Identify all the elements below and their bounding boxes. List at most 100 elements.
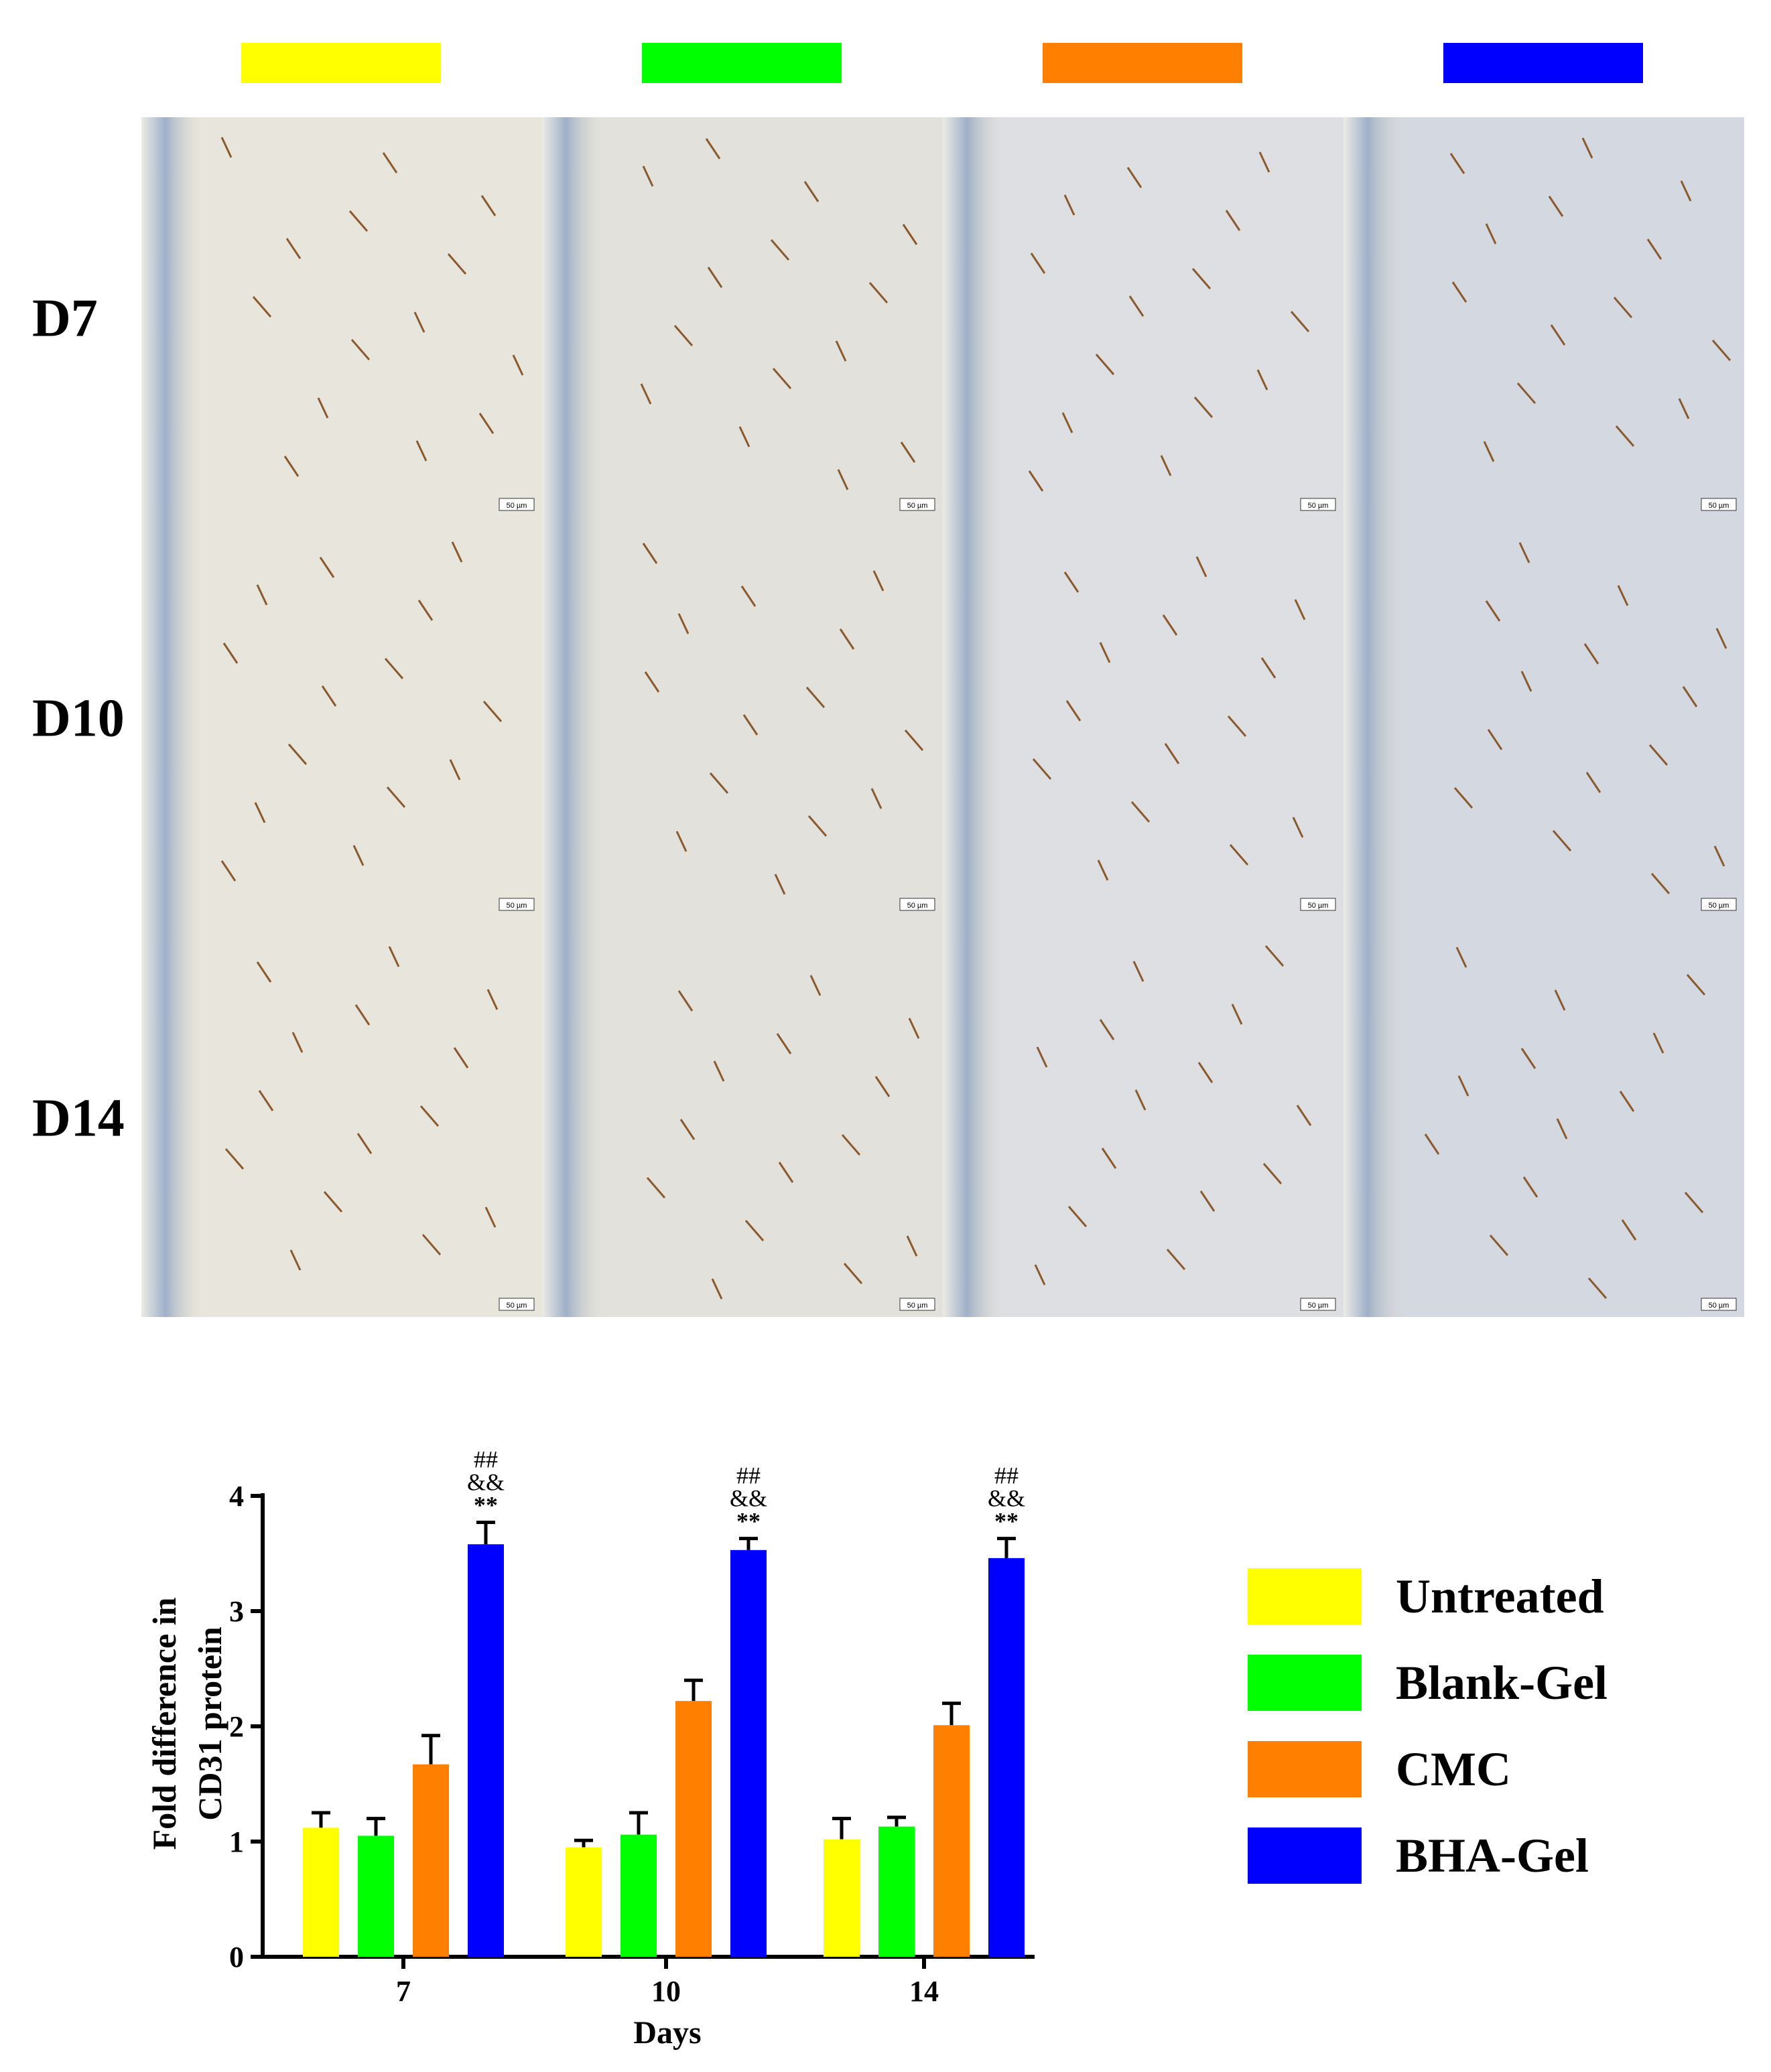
vessel	[908, 1018, 920, 1039]
vessel	[1489, 1235, 1509, 1256]
legend-label: Blank-Gel	[1396, 1656, 1608, 1710]
vessel	[1290, 311, 1310, 332]
vessel	[874, 1076, 891, 1097]
vessel	[1682, 686, 1698, 707]
vessel	[1134, 1089, 1146, 1111]
vessel	[323, 1191, 343, 1213]
vessel	[352, 845, 365, 866]
vessel	[839, 628, 855, 650]
legend-label: BHA-Gel	[1396, 1829, 1589, 1882]
vessel	[1554, 989, 1566, 1011]
vessel	[1487, 729, 1503, 750]
vessel	[1587, 1277, 1608, 1299]
micrograph-edge	[542, 117, 602, 517]
vessel	[1548, 196, 1564, 217]
vessel	[1520, 1048, 1536, 1069]
group-color-bar	[642, 43, 842, 83]
scale-bar-label: 50 µm	[907, 902, 928, 910]
micrograph	[141, 117, 542, 517]
vessel	[220, 860, 237, 882]
vessel	[283, 456, 300, 477]
vessel	[1294, 599, 1306, 620]
bar	[824, 1839, 860, 1957]
micrograph	[542, 517, 943, 917]
vessel	[1099, 1019, 1115, 1040]
scale-bar-box	[499, 1298, 535, 1311]
vessel	[252, 296, 272, 318]
vessel	[1455, 947, 1467, 968]
vessel	[841, 1134, 861, 1156]
micrograph	[943, 117, 1343, 517]
vessel	[1485, 600, 1501, 622]
vessel	[1424, 1133, 1440, 1155]
vessel	[1686, 974, 1706, 995]
micrograph	[542, 917, 943, 1317]
vessel	[254, 802, 266, 823]
row-label: D14	[32, 1089, 125, 1148]
y-axis-label: Fold difference in	[145, 1597, 183, 1850]
vessel	[413, 312, 425, 333]
vessel	[1552, 830, 1572, 851]
vessel	[1197, 1062, 1214, 1083]
scale-bar-box	[1300, 1298, 1336, 1311]
micrograph	[141, 517, 542, 917]
micrograph-edge	[141, 117, 202, 517]
group-color-bar	[241, 43, 441, 83]
vessel	[1034, 1264, 1046, 1286]
micrograph-edge	[943, 917, 1003, 1317]
row-label: D10	[32, 689, 125, 748]
vessel	[484, 1206, 497, 1228]
vessel	[803, 181, 819, 202]
vessel	[386, 786, 406, 808]
vessel	[1518, 542, 1530, 563]
vessel	[289, 1249, 302, 1271]
vessel	[1032, 758, 1052, 780]
micrograph	[1343, 917, 1744, 1317]
vessel	[742, 714, 759, 736]
micrograph	[1343, 117, 1744, 517]
scale-bar-label: 50 µm	[1308, 902, 1329, 910]
vessel	[1030, 253, 1046, 274]
vessel	[776, 1033, 792, 1054]
significance-mark: ##	[474, 1446, 498, 1473]
vessel	[1516, 383, 1536, 404]
vessel	[1067, 1206, 1088, 1227]
micrograph-edge	[542, 917, 602, 1317]
vessel	[642, 165, 654, 187]
vessel	[1164, 743, 1180, 764]
micrograph	[542, 117, 943, 517]
vessel	[805, 687, 826, 708]
micrograph-edge	[943, 517, 1003, 917]
vessel	[1193, 397, 1214, 418]
vessel	[835, 340, 847, 362]
vessel	[354, 1004, 371, 1026]
vessel	[1550, 324, 1566, 346]
scale-bar-label: 50 µm	[1709, 502, 1729, 510]
scale-bar-box	[1701, 498, 1737, 511]
vessel	[512, 354, 524, 376]
vessel	[1130, 801, 1151, 823]
vessel	[1128, 295, 1144, 317]
vessel	[1195, 556, 1207, 577]
vessel	[480, 195, 497, 216]
vessel	[482, 701, 503, 722]
vessel	[900, 441, 916, 463]
vessel	[1652, 1032, 1664, 1054]
vessel	[1678, 398, 1690, 419]
vessel	[1449, 153, 1465, 174]
vessel	[1621, 1219, 1637, 1241]
vessel	[1260, 657, 1276, 679]
vessel	[906, 1235, 918, 1257]
vessel	[1036, 1046, 1048, 1068]
significance-mark: &&	[730, 1485, 767, 1512]
vessel	[872, 570, 884, 592]
vessel	[1680, 180, 1692, 202]
vessel	[772, 368, 792, 389]
vessel	[449, 759, 461, 780]
scale-bar-label: 50 µm	[507, 502, 527, 510]
y-tick-label: 4	[229, 1480, 244, 1513]
vessel	[1292, 817, 1304, 838]
vessel	[384, 658, 404, 679]
vessel	[1684, 1192, 1704, 1213]
vessel	[774, 874, 786, 895]
